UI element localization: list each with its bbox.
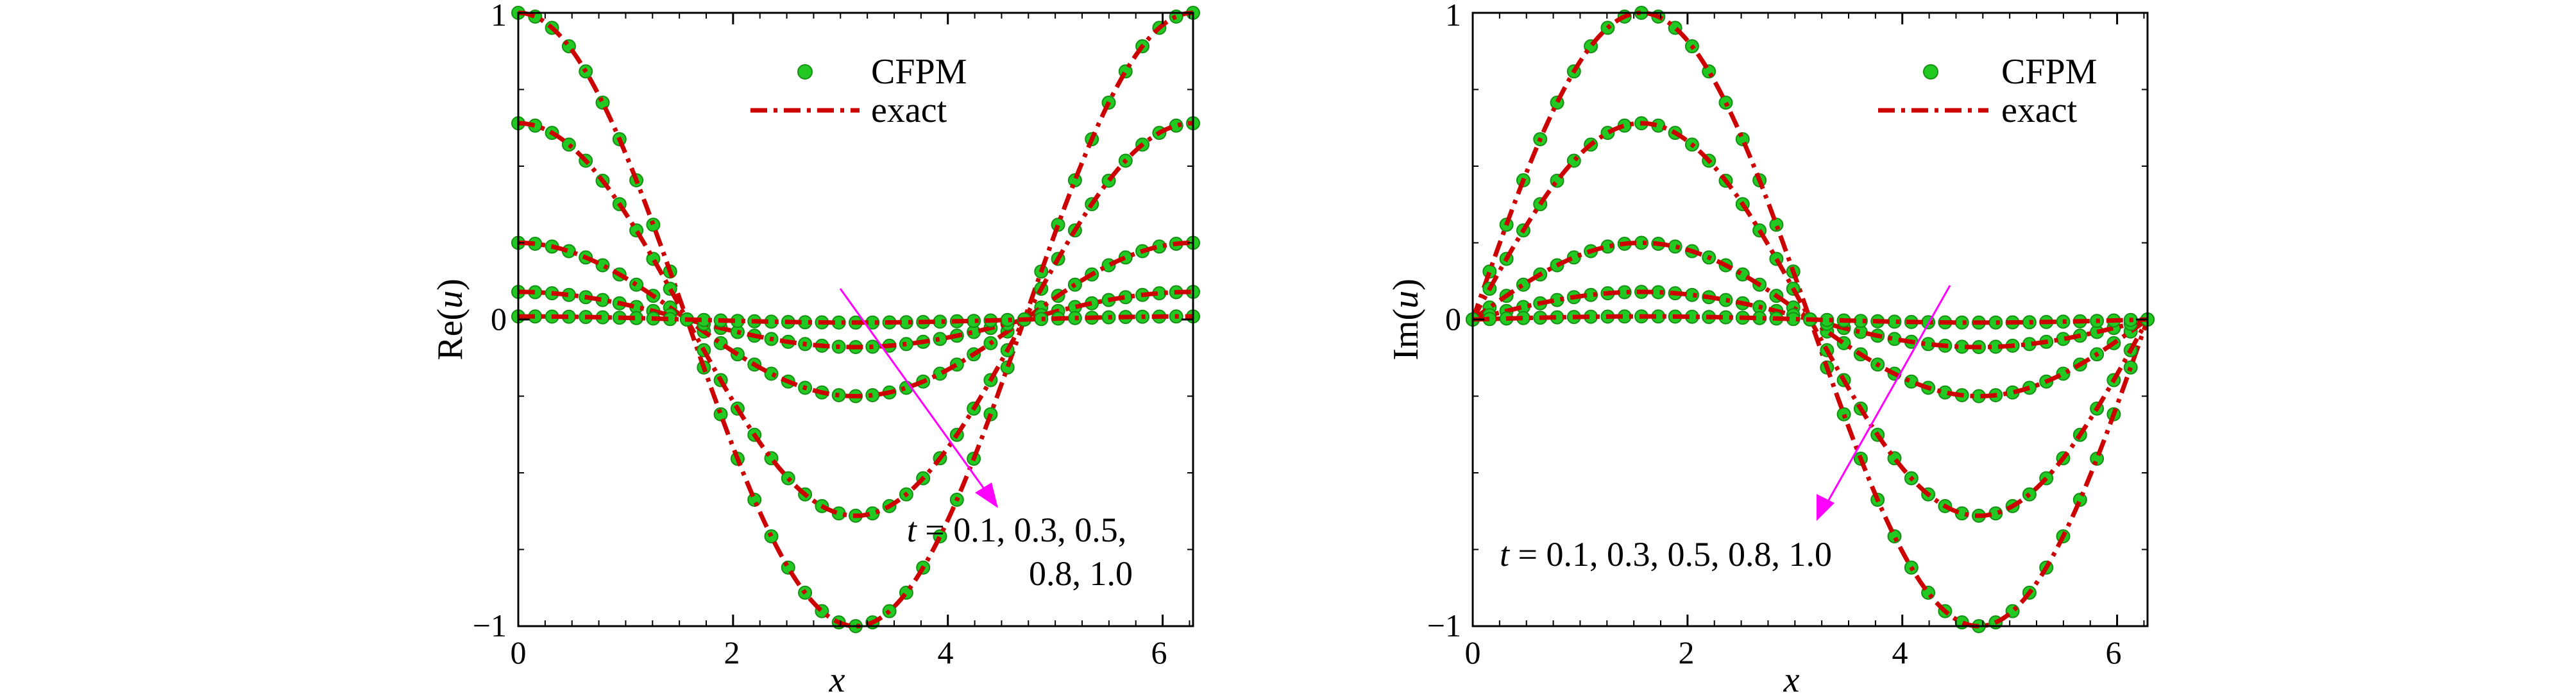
cfpm-point <box>561 137 576 152</box>
ticks-imag <box>1471 12 2148 627</box>
y-tick-label: 0 <box>1445 301 1461 337</box>
time-annotation-imag: t = 0.1, 0.3, 0.5, 0.8, 1.0 <box>1500 285 1951 574</box>
exact-series-line <box>518 10 1194 629</box>
x-tick-label: 4 <box>938 634 954 670</box>
series-group-imag <box>1466 6 2155 633</box>
exact-series-line <box>518 314 1193 325</box>
time-label: t = 0.1, 0.3, 0.5, 0.8, 1.0 <box>1500 535 1832 574</box>
cfpm-series-markers <box>511 309 1200 330</box>
cfpm-point <box>629 277 644 292</box>
arrow-shaft <box>839 288 989 495</box>
x-axis-label: x <box>1783 660 1800 698</box>
cfpm-point <box>1988 315 2003 330</box>
time-label-line1: t = 0.1, 0.3, 0.5, <box>907 511 1126 549</box>
time-annotation-real: t = 0.1, 0.3, 0.5, 0.8, 1.0 <box>839 288 1133 593</box>
cfpm-point <box>1718 96 1733 110</box>
arrow-head-icon <box>1817 494 1835 521</box>
x-tick-label: 4 <box>1892 634 1908 670</box>
x-tick-label: 0 <box>1465 634 1481 670</box>
cfpm-point <box>2123 360 2138 375</box>
cfpm-point <box>865 388 880 402</box>
y-axis-label: Im(u) <box>1386 278 1426 361</box>
arrow-head-icon <box>975 482 998 508</box>
y-tick-label: 0 <box>491 301 507 337</box>
series-group-real <box>511 6 1200 633</box>
y-axis-label: Re(u) <box>430 278 470 361</box>
chart-panel-imag: 1 0 −1 0 2 4 6 x Im(u) CFPM exact t = 0.… <box>1386 0 2155 698</box>
x-tick-label: 2 <box>1679 634 1695 670</box>
x-axis-label: x <box>829 660 845 698</box>
y-tick-label: −1 <box>1427 608 1461 643</box>
cfpm-point <box>933 332 947 346</box>
x-tick-label: 2 <box>724 634 740 670</box>
chart-panel-real: 1 0 −1 0 2 4 6 x Re(u) CFPM exact t = 0.… <box>430 0 1200 698</box>
legend-real: CFPM exact <box>750 52 967 130</box>
ticks-real <box>517 12 1193 627</box>
cfpm-point <box>1836 407 1851 421</box>
legend-marker-cfpm <box>797 64 813 80</box>
y-tick-label: −1 <box>473 608 507 643</box>
x-tick-label: 6 <box>2106 634 2122 670</box>
legend-label-exact: exact <box>871 90 947 130</box>
x-tick-label: 0 <box>511 634 527 670</box>
exact-series-line <box>518 241 1193 398</box>
legend-label-exact: exact <box>2001 90 2078 130</box>
legend-label-cfpm: CFPM <box>871 52 967 92</box>
x-tick-label: 6 <box>1151 634 1167 670</box>
y-tick-label: 1 <box>1445 0 1461 33</box>
arrow-shaft <box>1824 285 1951 507</box>
exact-series-line <box>518 121 1193 518</box>
y-tick-label: 1 <box>491 0 507 33</box>
cfpm-point <box>646 217 661 232</box>
legend-label-cfpm: CFPM <box>2001 52 2097 92</box>
exact-series-line <box>1472 314 2148 325</box>
cfpm-point <box>1718 293 1733 307</box>
legend-marker-cfpm <box>1923 64 1938 80</box>
cfpm-point <box>1034 312 1049 327</box>
cfpm-point <box>764 529 779 543</box>
time-label-line2: 0.8, 1.0 <box>1029 554 1133 593</box>
legend-imag: CFPM exact <box>1878 52 2097 130</box>
exact-series-line <box>518 289 1193 350</box>
